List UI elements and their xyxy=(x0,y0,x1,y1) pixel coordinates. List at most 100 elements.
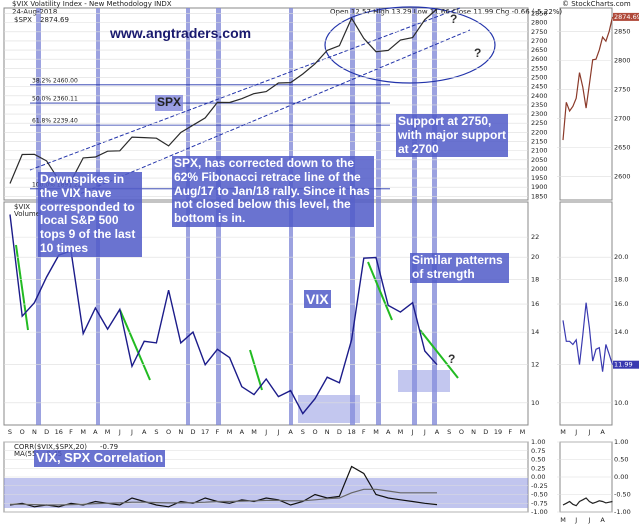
x-tick-label: D xyxy=(337,428,342,436)
y-tick-label: 2200 xyxy=(531,128,548,136)
y-tick-label: 2650 xyxy=(531,46,548,54)
x-tick-label: S xyxy=(301,428,305,436)
date: 24-Aug-2018 xyxy=(12,8,57,16)
legend-vix: $VIX xyxy=(14,203,30,211)
side-panel-vix xyxy=(559,201,613,426)
x-tick-label: M xyxy=(560,428,566,436)
x-tick-label: 17 xyxy=(201,428,209,436)
legend-spx-value: 2874.69 xyxy=(40,16,69,24)
series-line xyxy=(562,302,614,372)
y-tick-label: 18.0 xyxy=(614,275,628,283)
annotation: Similar patterns of strength xyxy=(410,253,509,283)
y-tick-label: 2450 xyxy=(531,83,548,91)
x-tick-label: M xyxy=(227,428,233,436)
corr-title: VIX, SPX Correlation xyxy=(34,450,166,467)
y-tick-label: 22 xyxy=(531,233,539,241)
y-tick-label: 12 xyxy=(531,361,539,369)
x-tick-label: A xyxy=(600,428,605,436)
x-tick-label: F xyxy=(69,428,73,436)
y-tick-label: 2750 xyxy=(531,28,548,36)
y-tick-label: 2050 xyxy=(531,156,548,164)
y-tick-label: 2250 xyxy=(531,119,548,127)
x-tick-label: O xyxy=(20,428,25,436)
fib-label: 38.2% 2460.00 xyxy=(32,77,78,84)
annotation: SPX xyxy=(155,95,184,111)
annotation: Downspikes in the VIX have corresponded … xyxy=(38,172,142,257)
x-tick-label: M xyxy=(373,428,379,436)
y-tick-label: 2550 xyxy=(531,64,548,72)
x-tick-label: J xyxy=(411,428,414,436)
y-tick-label: -1.00 xyxy=(531,508,548,516)
fib-label: 50.0% 2360.11 xyxy=(32,96,78,103)
series-line xyxy=(562,16,614,141)
marker xyxy=(412,8,417,425)
y-tick-label: 10.0 xyxy=(614,399,628,407)
x-tick-label: M xyxy=(520,428,526,436)
arrow xyxy=(419,329,459,379)
y-tick-label: 18 xyxy=(531,275,539,283)
chart-title: $VIX Volatility Index - New Methodology … xyxy=(12,0,172,8)
x-tick-label: M xyxy=(80,428,86,436)
x-tick-label: N xyxy=(32,428,37,436)
legend-spx: $SPX xyxy=(14,16,32,24)
y-tick-label: 2000 xyxy=(531,165,548,173)
y-tick-label: 1.00 xyxy=(531,438,545,446)
series-line xyxy=(9,8,438,184)
x-tick-label: J xyxy=(276,428,279,436)
x-tick-label: A xyxy=(600,516,605,524)
x-tick-label: A xyxy=(240,428,245,436)
y-tick-label: 2500 xyxy=(531,73,548,81)
y-tick-label: 2850 xyxy=(531,9,548,17)
series-line xyxy=(9,214,438,415)
y-tick-label: -0.25 xyxy=(531,482,548,490)
y-tick-label: -1.00 xyxy=(614,508,631,516)
x-tick-label: S xyxy=(154,428,158,436)
y-tick-label: 2700 xyxy=(531,37,548,45)
y-tick-label: -0.75 xyxy=(531,499,548,507)
x-tick-label: A xyxy=(142,428,147,436)
series-line xyxy=(10,488,437,506)
y-tick-label: 20 xyxy=(531,253,539,261)
y-tick-label: 0.00 xyxy=(614,473,628,481)
y-tick-label: 2300 xyxy=(531,110,548,118)
x-tick-label: S xyxy=(8,428,12,436)
x-tick-label: 18 xyxy=(347,428,355,436)
y-tick-label: 20.0 xyxy=(614,253,628,261)
marker xyxy=(432,8,437,425)
y-tick-label: 16.0 xyxy=(614,300,628,308)
y-tick-label: 2400 xyxy=(531,92,548,100)
x-tick-label: J xyxy=(574,428,577,436)
volume-label: Volume xyxy=(14,210,40,218)
y-tick-label: 0.50 xyxy=(614,456,628,464)
quote: Open 12.57 High 13.29 Low 11.66 Close 11… xyxy=(330,8,562,16)
y-tick-label: 2100 xyxy=(531,147,548,155)
x-tick-label: M xyxy=(105,428,111,436)
x-tick-label: O xyxy=(166,428,171,436)
x-tick-label: J xyxy=(130,428,133,436)
channel-line xyxy=(29,7,461,171)
y-tick-label: 1.00 xyxy=(614,438,628,446)
x-tick-label: M xyxy=(398,428,404,436)
y-tick-label: 1950 xyxy=(531,174,548,182)
x-tick-label: J xyxy=(423,428,426,436)
source: © StockCharts.com xyxy=(562,0,631,8)
x-tick-label: O xyxy=(459,428,464,436)
x-tick-label: F xyxy=(362,428,366,436)
annotation: ? xyxy=(450,12,458,26)
top-ellipse xyxy=(324,6,496,84)
x-tick-label: F xyxy=(216,428,220,436)
x-tick-label: A xyxy=(288,428,293,436)
annotation: ? xyxy=(474,46,482,60)
arrow xyxy=(249,349,263,391)
annotation: Support at 2750, with major support at 2… xyxy=(396,114,508,158)
y-tick-label: 2800 xyxy=(531,19,548,27)
x-tick-label: N xyxy=(325,428,330,436)
x-tick-label: 19 xyxy=(494,428,502,436)
vix-arrows xyxy=(15,244,459,391)
y-tick-label: 2650 xyxy=(614,144,631,152)
y-tick-label: 2350 xyxy=(531,101,548,109)
last-value-box xyxy=(613,360,639,369)
x-tick-label: O xyxy=(312,428,317,436)
